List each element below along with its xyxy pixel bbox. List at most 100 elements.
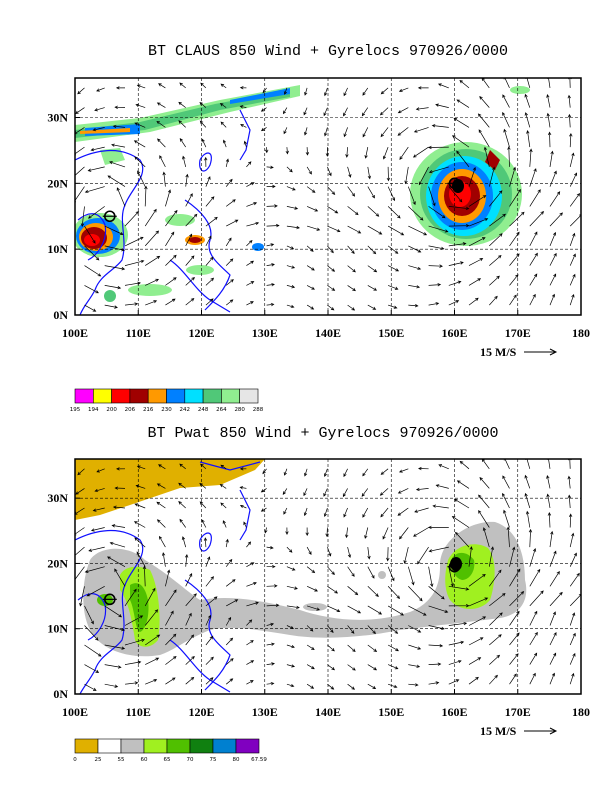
wind-vector: [205, 656, 214, 665]
wind-vector: [413, 527, 429, 537]
x-tick-label: 140E: [315, 326, 341, 340]
wind-vector: [489, 255, 502, 266]
wind-vector: [246, 301, 254, 306]
wind-vector: [116, 467, 126, 471]
wind-vector: [412, 146, 429, 158]
colorbar-swatch: [212, 738, 237, 754]
wind-vector: [157, 138, 166, 148]
wind-vector: [362, 127, 369, 138]
wind-vector: [199, 102, 207, 108]
wind-vector: [481, 78, 490, 89]
wind-vector: [145, 657, 160, 665]
panel-2-vector-key: 15 M/S: [480, 724, 558, 738]
wind-vector: [569, 172, 578, 187]
wind-vector: [549, 273, 557, 286]
wind-vector: [428, 264, 443, 268]
panel-1-title: BT CLAUS 850 Wind + Gyrelocs 970926/0000: [148, 43, 508, 60]
wind-vector: [323, 488, 328, 497]
x-tick-label: 180: [572, 705, 590, 719]
wind-vector: [343, 127, 348, 138]
wind-vector: [305, 147, 310, 156]
wind-vector: [136, 465, 146, 470]
wind-vector: [165, 589, 177, 607]
wind-vector: [225, 616, 232, 626]
wind-vector: [343, 468, 348, 478]
wind-vector: [428, 186, 436, 207]
wind-vector: [387, 683, 398, 689]
wind-vector: [408, 304, 419, 308]
wind-vector: [124, 660, 142, 665]
wind-vector: [386, 166, 391, 182]
wind-vector: [524, 93, 531, 108]
colorbar-label: 60: [141, 757, 148, 763]
wind-vector: [142, 565, 147, 587]
panel-1-grid: [75, 78, 581, 315]
wind-vector: [240, 124, 247, 128]
wind-vector: [225, 158, 230, 167]
wind-vector: [260, 507, 267, 512]
wind-vector: [266, 603, 280, 608]
y-tick-label: 30N: [47, 111, 68, 125]
wind-vector: [185, 593, 197, 607]
wind-vector: [114, 486, 126, 490]
wind-vector: [185, 213, 198, 227]
wind-vector: [569, 214, 581, 227]
wind-vector: [468, 573, 486, 587]
wind-vector: [468, 637, 484, 646]
wind-vector: [546, 78, 551, 88]
wind-vector: [569, 632, 576, 646]
wind-vector: [367, 664, 378, 671]
x-tick-label: 100E: [62, 326, 88, 340]
wind-vector: [306, 225, 321, 231]
wind-vector: [306, 285, 315, 290]
wind-vector: [502, 475, 510, 489]
wind-vector: [468, 546, 473, 567]
wind-vector: [283, 127, 288, 135]
wind-vector: [546, 112, 551, 128]
wind-vector: [408, 225, 428, 236]
colorbar-label: 67.59: [251, 757, 267, 763]
wind-vector: [468, 616, 487, 626]
wind-vector: [133, 521, 146, 528]
wind-vector: [282, 488, 288, 495]
wind-vector: [205, 576, 214, 587]
wind-vector: [448, 640, 465, 646]
wind-vector: [456, 480, 470, 489]
wind-vector: [364, 527, 369, 539]
wind-vector: [239, 105, 247, 109]
wind-vector: [529, 590, 544, 607]
wind-vector: [84, 225, 96, 244]
wind-vector: [448, 603, 470, 608]
wind-vector: [407, 186, 416, 206]
wind-vector: [283, 507, 288, 515]
wind-vector: [387, 586, 401, 599]
colorbar-swatch: [97, 738, 122, 754]
wind-vector: [468, 195, 487, 207]
wind-vector: [75, 488, 85, 495]
wind-vector: [286, 304, 295, 309]
wind-vector: [347, 285, 356, 292]
wind-vector: [367, 605, 383, 615]
wind-vector: [286, 186, 296, 191]
y-tick-label: 20N: [47, 556, 68, 570]
wind-vector: [448, 621, 468, 626]
wind-vector: [489, 275, 500, 286]
wind-vector: [86, 585, 105, 597]
wind-vector: [327, 206, 339, 214]
wind-vector: [525, 510, 531, 528]
wind-vector: [246, 281, 255, 286]
wind-vector: [509, 591, 525, 607]
wind-vector: [489, 190, 503, 207]
wind-vector: [468, 237, 486, 247]
wind-vector: [266, 302, 275, 307]
wind-vector: [529, 652, 538, 665]
wind-vector: [75, 166, 85, 178]
wind-vector: [367, 586, 379, 597]
wind-vector: [84, 625, 99, 641]
wind-vector: [84, 605, 94, 625]
wind-vector: [306, 186, 316, 193]
wind-vector: [367, 304, 377, 310]
wind-vector: [185, 297, 195, 306]
wind-vector: [104, 644, 126, 650]
panel-2-colorbar: 0 25 55 60 65 70 75 80 67.59: [73, 738, 267, 763]
